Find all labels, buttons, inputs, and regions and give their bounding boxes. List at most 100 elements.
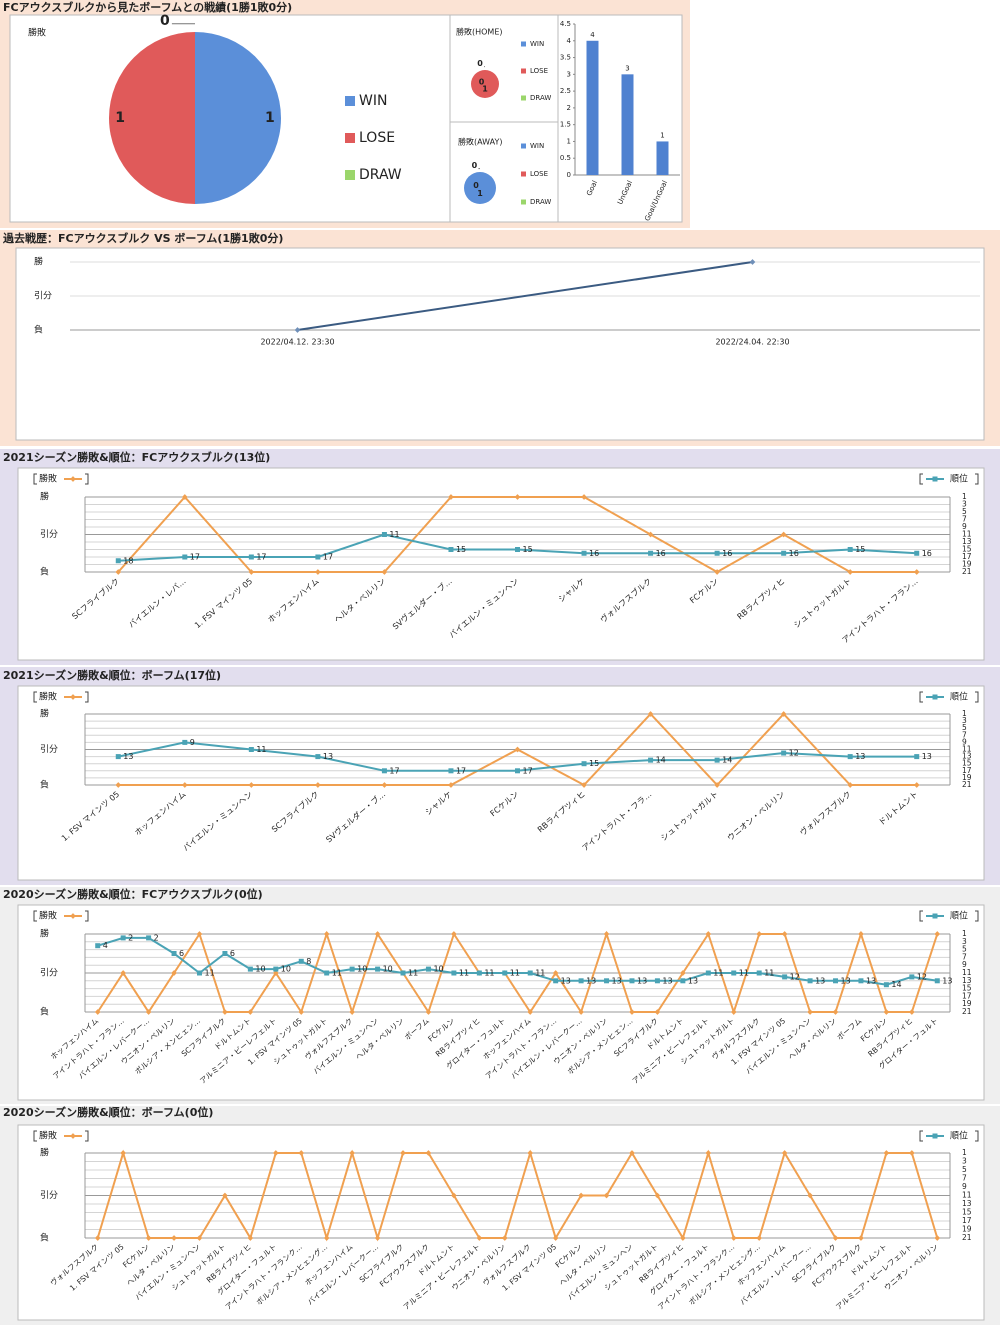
point — [705, 1150, 712, 1156]
legend-bracket — [33, 910, 37, 922]
y2-tick-label: 3 — [962, 937, 967, 946]
point — [95, 943, 101, 949]
y2-tick-label: 5 — [962, 507, 967, 516]
bar — [621, 74, 634, 175]
y2-tick-label: 7 — [962, 515, 967, 524]
point — [145, 1009, 152, 1015]
point — [222, 1009, 228, 1015]
point — [248, 569, 255, 575]
y2-tick-label: 19 — [962, 773, 972, 782]
point — [323, 931, 330, 937]
y-tick-label: 負 — [34, 324, 43, 336]
legend-marker — [932, 694, 938, 700]
point — [553, 978, 559, 984]
data-label: 1 — [115, 110, 125, 126]
point — [298, 1009, 305, 1015]
point — [756, 1235, 763, 1241]
data-label: 13 — [586, 976, 596, 985]
y2-tick-label: 17 — [962, 766, 972, 775]
y2-tick-label: 3 — [962, 716, 967, 725]
point — [654, 978, 660, 984]
point — [514, 494, 521, 500]
x-tick-label: 2022/24.04. 22:30 — [715, 338, 789, 347]
data-label: 10 — [357, 965, 367, 974]
data-label: 4 — [103, 941, 108, 950]
point — [581, 761, 587, 767]
point — [196, 931, 203, 937]
point — [604, 978, 610, 984]
point — [400, 1150, 406, 1156]
y2-tick-label: 5 — [962, 1165, 967, 1174]
data-label: 0 — [473, 181, 479, 190]
data-label: 1 — [477, 189, 483, 198]
point — [705, 970, 711, 976]
legend-label: LOSE — [359, 130, 395, 146]
data-label: 13 — [866, 976, 876, 985]
y-tick-label: 勝 — [40, 1147, 49, 1159]
legend-bracket — [85, 1130, 89, 1142]
y2-tick-label: 11 — [962, 968, 972, 977]
point — [248, 782, 255, 788]
data-label: 16 — [589, 549, 599, 558]
y2-tick-label: 3 — [962, 500, 967, 509]
data-label: 9 — [190, 738, 195, 747]
bar — [656, 141, 669, 175]
point — [375, 966, 381, 972]
chart-title: 2021シーズン勝敗&順位：ボーフム(17位) — [3, 668, 221, 682]
y2-tick-label: 7 — [962, 952, 967, 961]
point — [780, 531, 787, 538]
legend-bracket — [919, 691, 923, 703]
legend-bracket — [919, 473, 923, 485]
y2-tick-label: 13 — [962, 1199, 972, 1208]
data-label: 16 — [789, 549, 799, 558]
legend-bracket — [85, 910, 89, 922]
data-label: 11 — [332, 969, 342, 978]
point — [578, 978, 584, 984]
legend-swatch — [521, 41, 526, 47]
point — [298, 958, 304, 964]
y2-tick-label: 17 — [962, 552, 972, 561]
point — [349, 966, 355, 972]
data-label: 10 — [255, 965, 265, 974]
legend-label: 勝敗 — [39, 910, 57, 922]
point — [247, 966, 253, 972]
y2-tick-label: 21 — [962, 1233, 972, 1242]
point — [756, 931, 763, 937]
data-label: 1 — [660, 131, 664, 139]
legend-bracket — [919, 910, 923, 922]
point — [120, 970, 126, 976]
legend-label: DRAW — [530, 198, 551, 206]
y-tick-label: 引分 — [40, 744, 58, 755]
data-label: 15 — [456, 545, 466, 554]
line-series — [96, 1149, 939, 1242]
y-tick-label: 4 — [567, 37, 572, 45]
data-label: 11 — [459, 969, 469, 978]
legend-label: LOSE — [530, 67, 548, 75]
point — [847, 782, 854, 788]
point — [94, 1009, 101, 1015]
data-label: 13 — [855, 752, 865, 761]
legend-marker — [70, 476, 76, 482]
point — [833, 978, 839, 984]
point — [847, 547, 853, 552]
data-label: 11 — [510, 969, 520, 978]
legend-marker — [932, 476, 938, 482]
point — [883, 982, 889, 988]
point — [425, 1009, 432, 1015]
data-label: 17 — [389, 766, 399, 775]
data-label: 1 — [482, 84, 488, 93]
point — [909, 1150, 915, 1156]
legend-bracket — [975, 473, 979, 485]
y-tick-label: 0 — [567, 171, 571, 179]
pie-slice — [464, 172, 496, 204]
y-tick-label: 0.5 — [560, 154, 571, 162]
point — [222, 951, 228, 956]
point — [115, 558, 121, 564]
y2-tick-label: 17 — [962, 991, 972, 1000]
legend-marker — [70, 1133, 76, 1139]
point — [248, 554, 254, 560]
y2-tick-label: 5 — [962, 723, 967, 732]
point — [315, 782, 321, 788]
data-label: 2 — [128, 933, 133, 942]
data-label: 0 — [472, 161, 478, 170]
